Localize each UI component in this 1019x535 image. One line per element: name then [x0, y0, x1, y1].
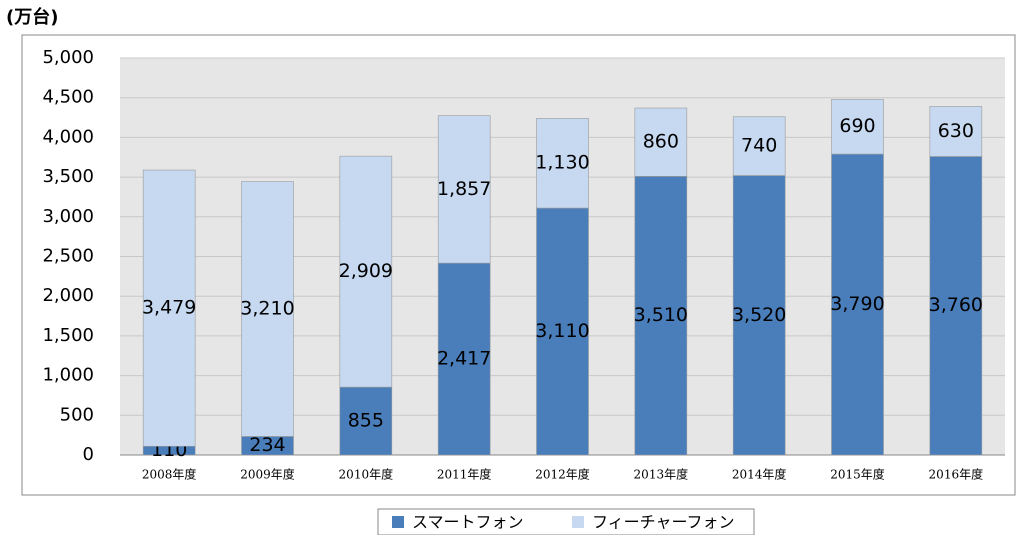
legend-label: スマートフォン	[412, 513, 524, 532]
data-label: 3,520	[732, 304, 786, 326]
bar-segment	[339, 386, 393, 456]
x-tick-label: 2012年度	[535, 467, 590, 482]
bar-segment	[536, 118, 589, 209]
bar-segment	[929, 156, 983, 456]
data-label: 860	[643, 131, 679, 153]
y-tick-label: 0	[83, 444, 94, 465]
y-tick-label: 500	[60, 404, 94, 425]
bar-segment	[634, 176, 688, 456]
bar-segment	[732, 175, 786, 456]
y-axis-label: (万台)	[6, 6, 58, 28]
bar-segment	[339, 155, 393, 388]
x-tick-label: 2013年度	[634, 467, 689, 482]
bar-segment	[536, 207, 589, 456]
bar-segment	[831, 98, 884, 155]
x-tick-label: 2008年度	[142, 467, 197, 482]
y-tick-label: 1,000	[42, 365, 94, 386]
data-label: 3,479	[142, 297, 196, 319]
x-tick-label: 2010年度	[339, 467, 394, 482]
x-tick-label: 2009年度	[240, 467, 295, 482]
x-tick-label: 2016年度	[929, 467, 984, 482]
data-label: 740	[741, 135, 777, 157]
y-tick-label: 3,000	[42, 206, 94, 227]
y-tick-label: 2,500	[42, 246, 94, 267]
legend-box	[377, 508, 755, 535]
data-label: 1,130	[535, 152, 589, 174]
data-label: 2,909	[339, 260, 393, 282]
data-label: 630	[938, 120, 974, 142]
x-tick-label: 2014年度	[732, 467, 787, 482]
y-tick-label: 1,500	[42, 325, 94, 346]
data-label: 3,790	[830, 293, 884, 315]
data-label: 1,857	[437, 178, 491, 200]
data-label: 2,417	[437, 348, 491, 370]
data-label: 3,510	[634, 304, 688, 326]
bar-segment	[831, 153, 884, 456]
y-tick-label: 2,000	[42, 285, 94, 306]
x-tick-label: 2011年度	[437, 467, 492, 482]
legend-swatch	[572, 516, 584, 528]
bar-segment	[142, 169, 196, 447]
data-label: 3,210	[240, 297, 294, 319]
y-tick-label: 4,000	[42, 126, 94, 147]
bar-segment	[634, 107, 688, 177]
data-label: 855	[348, 410, 384, 432]
bar-segment	[437, 115, 491, 264]
bar-segment	[929, 106, 983, 157]
y-tick-label: 5,000	[42, 47, 94, 68]
bar-segment	[732, 116, 786, 176]
legend-label: フィーチャーフォン	[592, 513, 735, 532]
data-label: 3,110	[535, 320, 589, 342]
bar-segment	[437, 262, 491, 456]
legend-swatch	[392, 516, 404, 528]
y-tick-label: 4,500	[42, 87, 94, 108]
y-tick-label: 3,500	[42, 166, 94, 187]
data-label: 690	[839, 115, 875, 137]
x-tick-label: 2015年度	[830, 467, 885, 482]
bar-segment	[241, 181, 294, 437]
data-label: 234	[249, 434, 285, 456]
data-label: 3,760	[929, 294, 983, 316]
